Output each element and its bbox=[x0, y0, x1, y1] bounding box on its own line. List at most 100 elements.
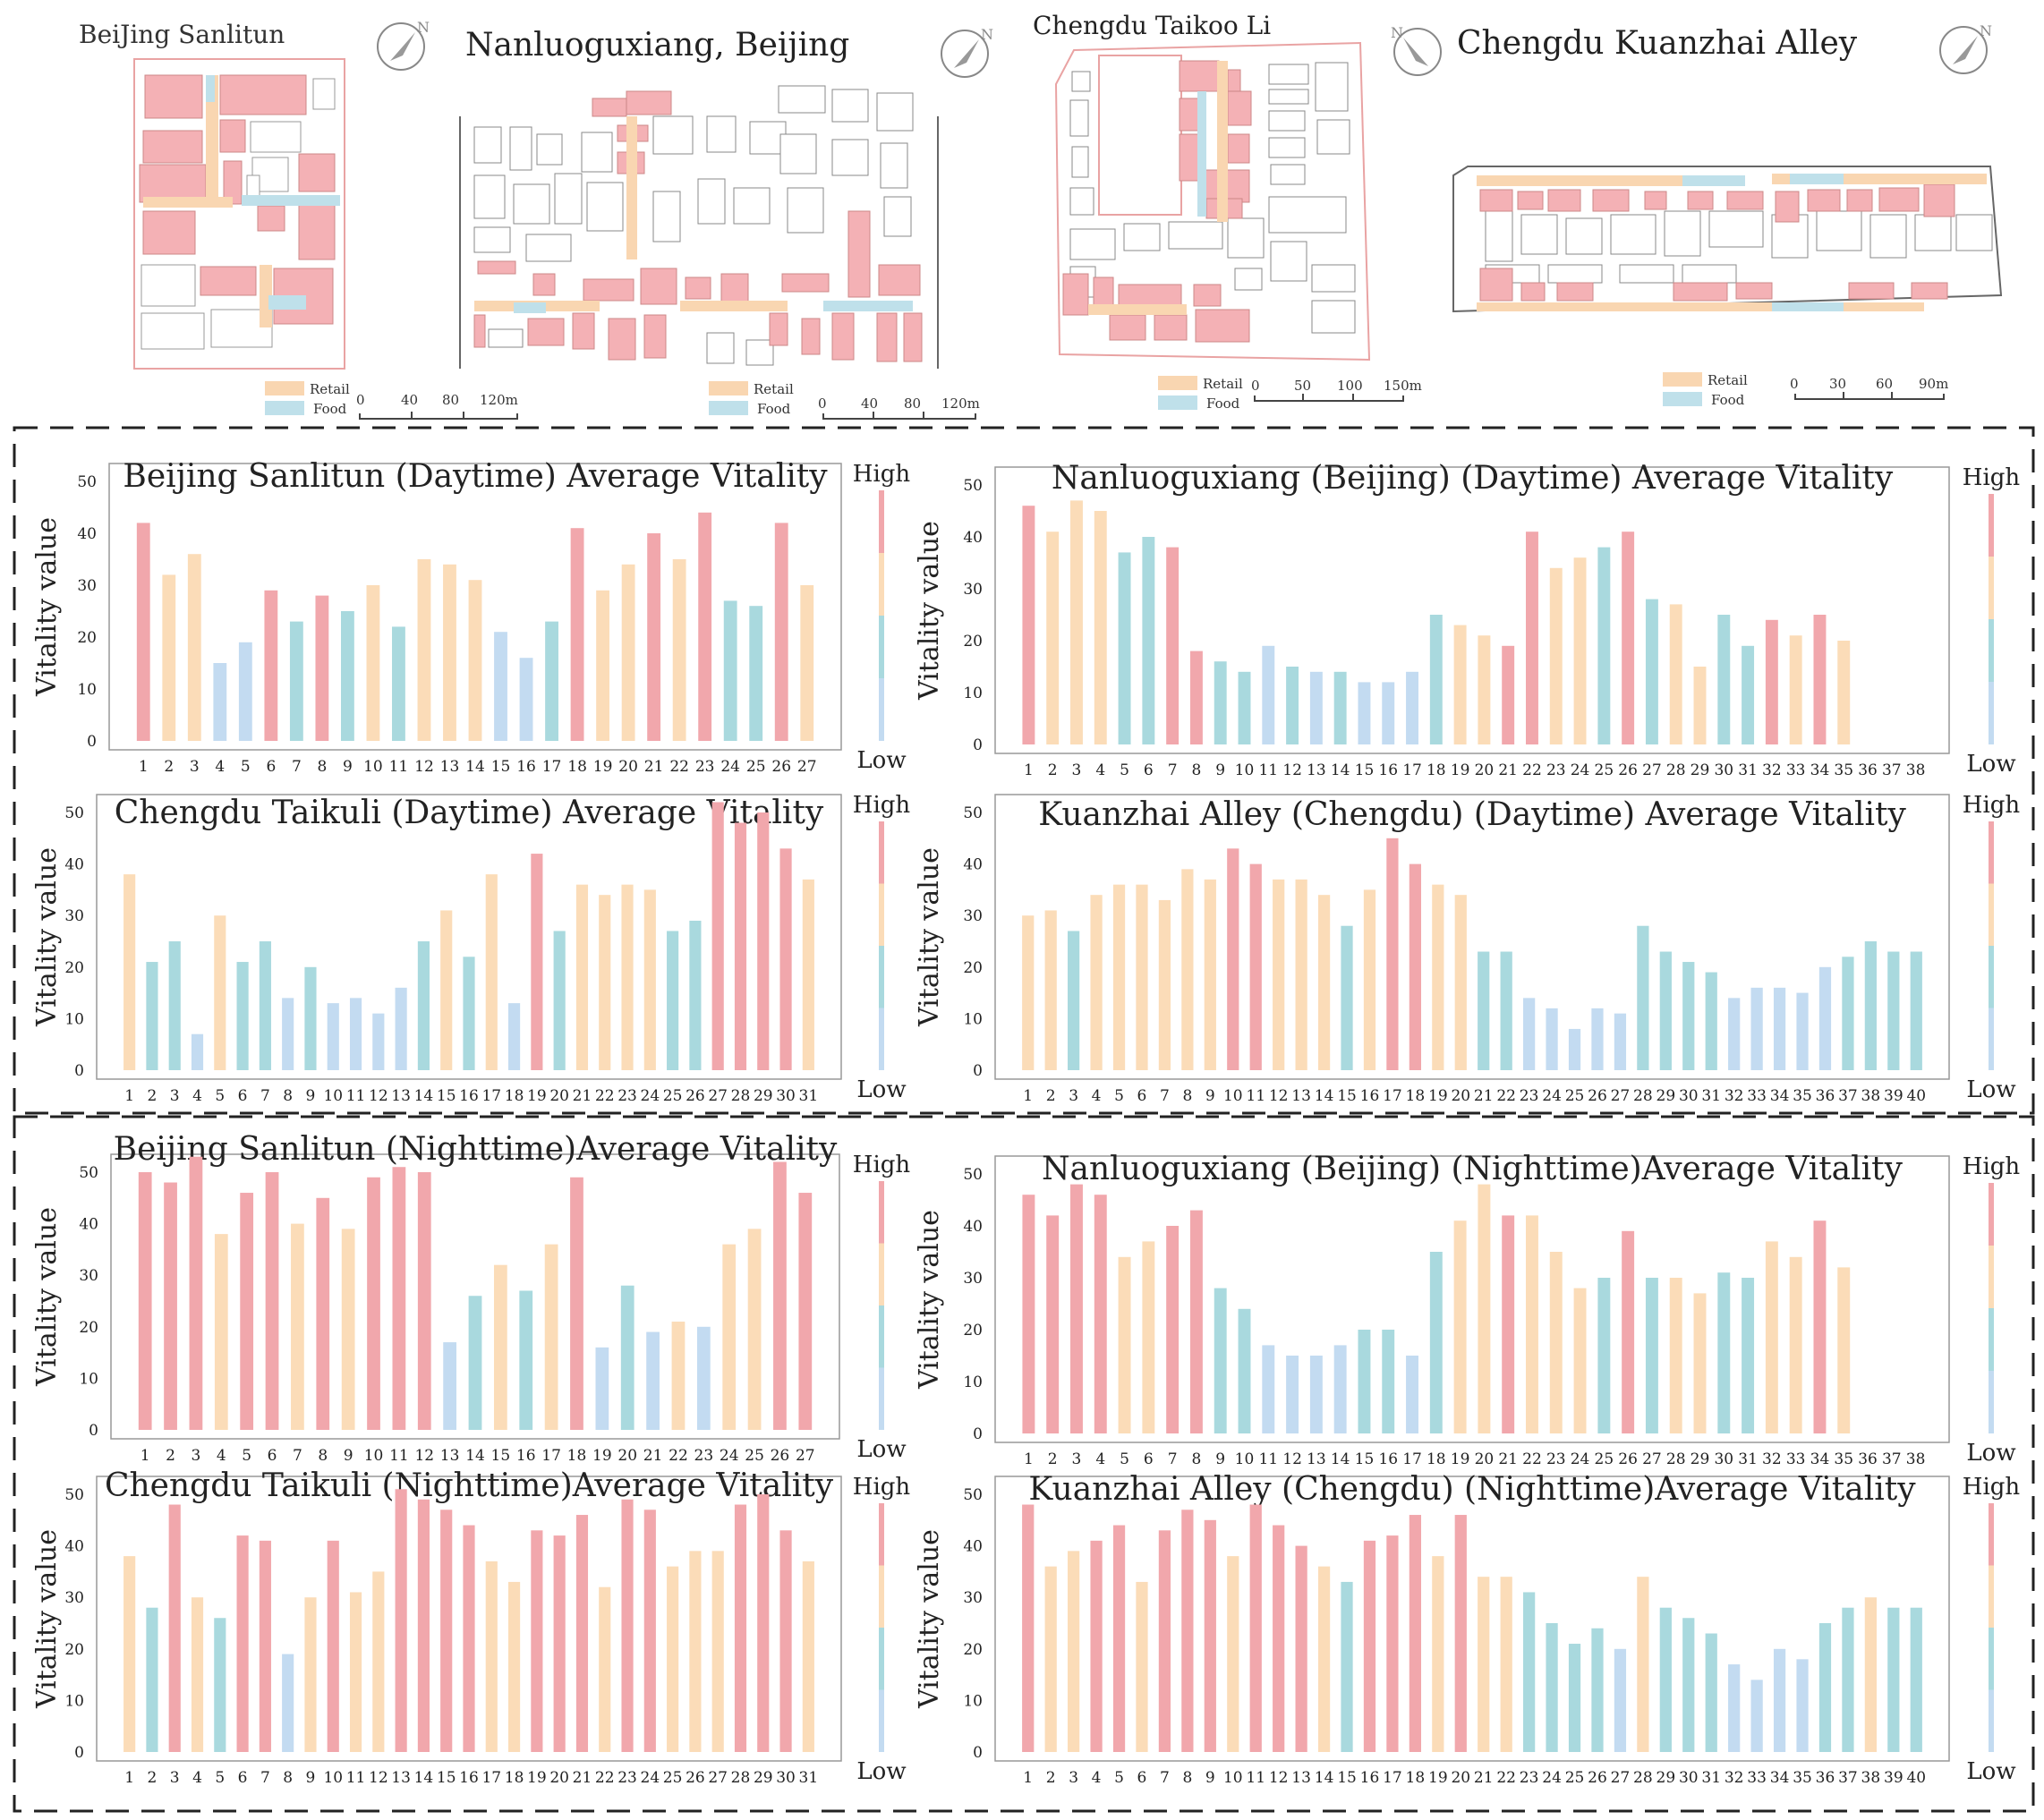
x-tick-label: 14 bbox=[465, 758, 485, 776]
x-tick-label: 27 bbox=[1611, 1087, 1631, 1105]
x-tick-label: 29 bbox=[754, 1769, 773, 1787]
legend-high-label: High bbox=[1963, 792, 2021, 819]
north-arrow-icon: N bbox=[941, 26, 993, 78]
bar-6 bbox=[1142, 537, 1155, 744]
x-tick-label: 26 bbox=[771, 758, 791, 776]
x-tick-label: 32 bbox=[1725, 1087, 1744, 1105]
y-tick-label: 50 bbox=[963, 1166, 983, 1184]
x-tick-label: 21 bbox=[1498, 1450, 1518, 1468]
x-tick-label: 27 bbox=[1642, 761, 1662, 779]
bar-5 bbox=[238, 642, 252, 741]
x-tick-label: 2 bbox=[166, 1447, 175, 1465]
x-tick-label: 31 bbox=[1738, 1450, 1758, 1468]
chart-c6: Nanluoguxiang (Beijing) (Nighttime)Avera… bbox=[914, 1151, 2020, 1468]
x-tick-label: 18 bbox=[1427, 1450, 1446, 1468]
bar-19 bbox=[531, 854, 543, 1070]
y-tick-label: 40 bbox=[64, 1538, 84, 1556]
map-title-taikooli: Chengdu Taikoo Li bbox=[1033, 11, 1271, 40]
x-tick-label: 9 bbox=[1205, 1769, 1215, 1787]
x-tick-label: 36 bbox=[1858, 761, 1878, 779]
bar-1 bbox=[123, 874, 136, 1070]
bar-27 bbox=[800, 585, 814, 741]
bar-3 bbox=[189, 1156, 203, 1430]
x-tick-label: 11 bbox=[1258, 761, 1278, 779]
x-tick-label: 2 bbox=[1048, 761, 1058, 779]
bar-2 bbox=[146, 1607, 158, 1752]
bar-2 bbox=[1046, 1215, 1060, 1433]
x-tick-label: 26 bbox=[686, 1769, 705, 1787]
x-tick-label: 34 bbox=[1770, 1769, 1790, 1787]
y-axis-label: Vitality value bbox=[914, 847, 945, 1027]
x-tick-label: 1 bbox=[1023, 1769, 1033, 1787]
bar-4 bbox=[1094, 1195, 1107, 1433]
bar-19 bbox=[1453, 625, 1467, 744]
bar-1 bbox=[123, 1556, 136, 1752]
x-tick-label: 30 bbox=[776, 1087, 796, 1105]
bar-15 bbox=[440, 1510, 453, 1752]
y-tick-label: 40 bbox=[963, 1218, 983, 1236]
bar-24 bbox=[1546, 1623, 1558, 1752]
y-tick-label: 0 bbox=[973, 1425, 983, 1443]
bar-21 bbox=[1478, 951, 1490, 1070]
y-tick-label: 0 bbox=[973, 736, 983, 754]
bar-40 bbox=[1910, 951, 1922, 1070]
x-tick-label: 9 bbox=[306, 1769, 316, 1787]
x-tick-label: 5 bbox=[1114, 1769, 1124, 1787]
bar-12 bbox=[372, 1571, 385, 1752]
x-tick-label: 35 bbox=[1834, 761, 1853, 779]
x-tick-label: 20 bbox=[618, 758, 638, 776]
bar-22 bbox=[1526, 1215, 1538, 1433]
x-tick-label: 25 bbox=[663, 1087, 683, 1105]
y-tick-label: 10 bbox=[963, 1692, 983, 1710]
svg-text:0: 0 bbox=[1790, 376, 1799, 392]
x-tick-label: 19 bbox=[1451, 761, 1470, 779]
legend-low-label: Low bbox=[856, 1758, 906, 1785]
chart-title: Beijing Sanlitun (Nighttime)Average Vita… bbox=[114, 1131, 838, 1168]
x-tick-label: 31 bbox=[1701, 1087, 1721, 1105]
bar-22 bbox=[672, 559, 686, 741]
y-tick-label: 0 bbox=[74, 1062, 84, 1080]
bar-9 bbox=[341, 1229, 355, 1430]
bar-6 bbox=[264, 590, 278, 741]
bar-32 bbox=[1728, 998, 1741, 1070]
vitality-gradient-legend: High Low bbox=[1963, 1153, 2021, 1467]
x-tick-label: 19 bbox=[527, 1087, 547, 1105]
x-tick-label: 29 bbox=[1691, 1450, 1710, 1468]
x-tick-label: 19 bbox=[592, 1447, 612, 1465]
bar-17 bbox=[1386, 838, 1399, 1070]
bar-23 bbox=[1549, 567, 1563, 744]
bar-1 bbox=[1022, 1504, 1035, 1752]
bar-23 bbox=[1523, 1592, 1536, 1752]
bar-1 bbox=[1022, 915, 1035, 1070]
x-tick-label: 11 bbox=[346, 1087, 366, 1105]
bar-14 bbox=[1333, 671, 1347, 744]
legend-low-label: Low bbox=[1966, 1076, 2015, 1103]
bar-27 bbox=[1645, 1278, 1658, 1433]
svg-text:N: N bbox=[981, 26, 993, 43]
bar-31 bbox=[1705, 1633, 1717, 1752]
scale-bar: 0 50 100 150m bbox=[1251, 378, 1422, 402]
x-tick-label: 14 bbox=[1315, 1769, 1334, 1787]
bar-18 bbox=[1429, 615, 1443, 744]
x-tick-label: 34 bbox=[1810, 761, 1830, 779]
bar-23 bbox=[621, 1499, 634, 1752]
bar-7 bbox=[291, 1223, 304, 1430]
x-tick-label: 8 bbox=[283, 1769, 293, 1787]
bar-9 bbox=[1204, 1519, 1216, 1752]
svg-text:40: 40 bbox=[401, 392, 418, 408]
bar-20 bbox=[1478, 1184, 1491, 1433]
bar-35 bbox=[1837, 1267, 1851, 1433]
bar-33 bbox=[1789, 1256, 1802, 1433]
legend-low-label: Low bbox=[1966, 1440, 2015, 1467]
map-taikooli: Chengdu Taikoo Li Retail Food bbox=[1033, 11, 1422, 412]
bar-13 bbox=[395, 987, 407, 1070]
x-tick-label: 23 bbox=[1546, 761, 1566, 779]
bar-20 bbox=[1454, 1515, 1467, 1752]
bar-11 bbox=[1249, 1504, 1262, 1752]
gradient-segment bbox=[1989, 1628, 1994, 1690]
bar-18 bbox=[1409, 863, 1421, 1070]
y-tick-label: 30 bbox=[963, 1589, 983, 1607]
bar-27 bbox=[1614, 1013, 1627, 1070]
x-tick-label: 21 bbox=[573, 1087, 592, 1105]
